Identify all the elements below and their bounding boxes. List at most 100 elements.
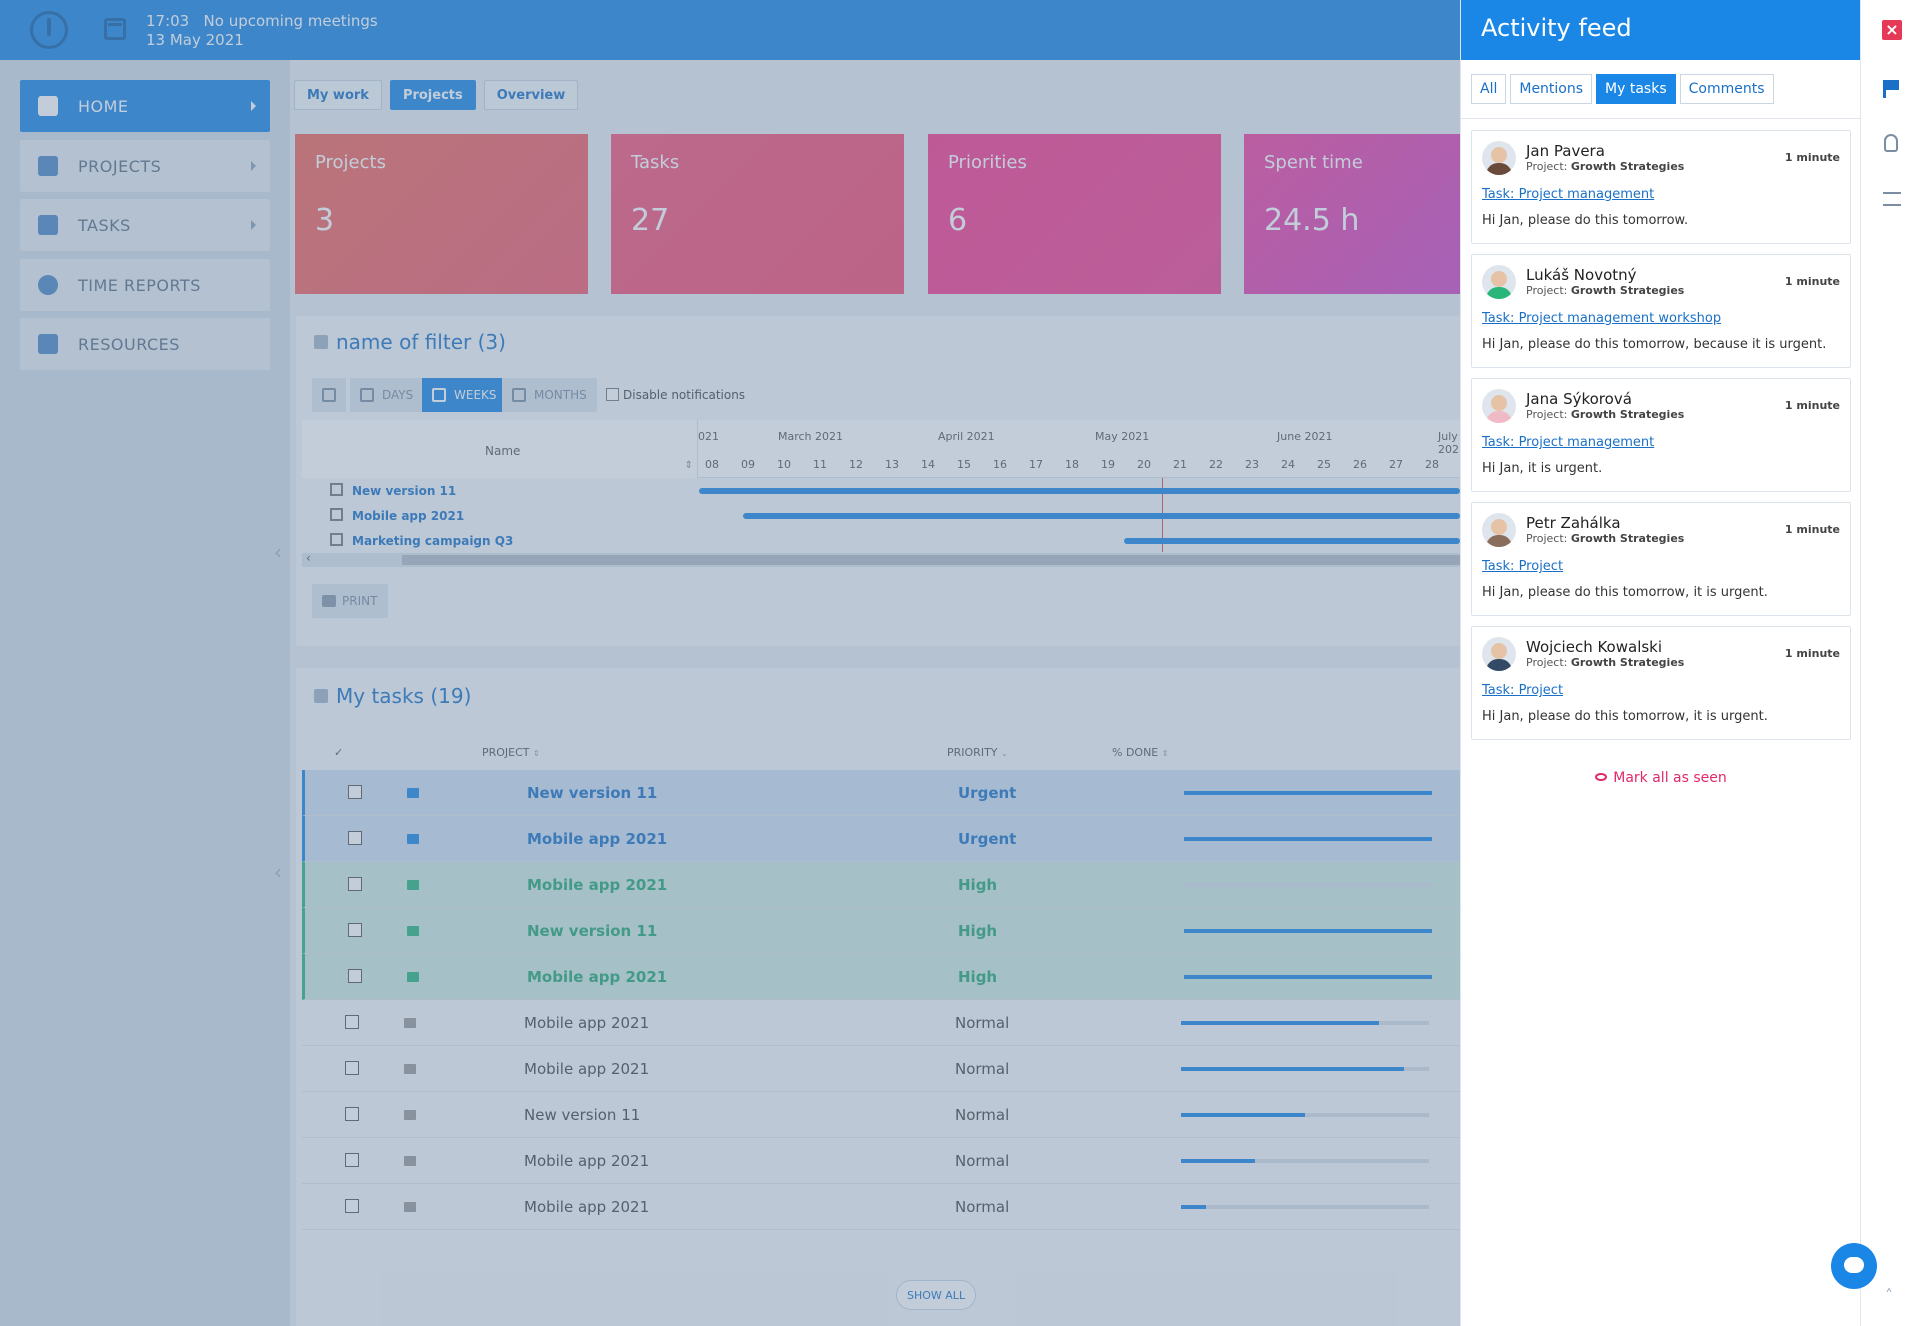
scrollbar-thumb[interactable] — [402, 555, 1460, 565]
disable-notifications[interactable]: Disable notifications — [606, 388, 745, 402]
card-tasks[interactable]: Tasks 27 — [611, 134, 904, 294]
task-row[interactable]: New version 11 Normal — [302, 1092, 1466, 1138]
project-header[interactable]: PROJECT ⇕ — [482, 746, 540, 759]
task-link[interactable]: Task: Project — [1482, 683, 1564, 698]
card-projects[interactable]: Projects 3 — [295, 134, 588, 294]
task-row[interactable]: New version 11 Urgent — [302, 770, 1466, 816]
sidebar-item-time-reports[interactable]: TIME REPORTS — [20, 259, 270, 311]
feed-item[interactable]: Petr Zahálka Project: Growth Strategies 1 … — [1471, 502, 1851, 616]
row-checkbox[interactable] — [348, 923, 362, 937]
row-checkbox[interactable] — [348, 969, 362, 983]
checklist-icon[interactable] — [1883, 192, 1901, 206]
task-link[interactable]: Task: Project — [1482, 559, 1564, 574]
sort-icon[interactable]: ⇕ — [684, 460, 693, 471]
row-checkbox[interactable] — [345, 1015, 359, 1029]
task-project[interactable]: New version 11 — [527, 922, 658, 940]
disable-notifications-checkbox[interactable] — [606, 388, 619, 401]
feed-item[interactable]: Jana Sýkorová Project: Growth Strategies 1… — [1471, 378, 1851, 492]
collapse-left-icon[interactable]: ‹ — [274, 540, 282, 564]
feed-tab-my-tasks[interactable]: My tasks — [1596, 74, 1676, 104]
tab-projects[interactable]: Projects — [389, 80, 476, 110]
sidebar-item-tasks[interactable]: TASKS — [20, 199, 270, 251]
feed-item[interactable]: Jan Pavera Project: Growth Strategies 1 mi… — [1471, 130, 1851, 244]
gantt-scrollbar[interactable]: ‹ — [302, 551, 1460, 567]
months-button[interactable]: MONTHS — [502, 378, 597, 412]
task-link[interactable]: Task: Project management — [1482, 187, 1655, 202]
gantt-row-label[interactable]: Mobile app 2021 — [352, 509, 465, 523]
feed-item[interactable]: Lukáš Novotný Project: Growth Strategies 1… — [1471, 254, 1851, 368]
feed-tab-all[interactable]: All — [1471, 74, 1507, 104]
gantt-row[interactable]: New version 11 — [302, 478, 1460, 503]
task-project[interactable]: Mobile app 2021 — [527, 830, 668, 848]
row-checkbox[interactable] — [348, 831, 362, 845]
avatar[interactable] — [1482, 513, 1516, 547]
gantt-bar[interactable] — [743, 513, 1460, 519]
task-row[interactable]: New version 11 High — [302, 908, 1466, 954]
feed-tab-mentions[interactable]: Mentions — [1510, 74, 1593, 104]
card-spent-time[interactable]: Spent time 24.5 h — [1244, 134, 1460, 294]
scroll-left-icon[interactable]: ‹ — [306, 551, 311, 565]
modal-overlay[interactable] — [0, 0, 1460, 1326]
project-name: Growth Strategies — [1570, 532, 1685, 545]
meeting-info[interactable]: 17:03 No upcoming meetings 13 May 2021 — [146, 12, 378, 50]
row-checkbox[interactable] — [345, 1061, 359, 1075]
feed-item[interactable]: Wojciech Kowalski Project: Growth Strateg… — [1471, 626, 1851, 740]
row-checkbox[interactable] — [345, 1153, 359, 1167]
gantt-row-label[interactable]: Marketing campaign Q3 — [352, 534, 514, 548]
feed-tab-comments[interactable]: Comments — [1679, 74, 1774, 104]
task-row[interactable]: Mobile app 2021 High — [302, 954, 1466, 1000]
task-link[interactable]: Task: Project management workshop — [1482, 311, 1722, 326]
task-project[interactable]: Mobile app 2021 — [524, 1198, 650, 1216]
row-checkbox[interactable] — [348, 877, 362, 891]
task-row[interactable]: Mobile app 2021 Normal — [302, 1046, 1466, 1092]
mark-all-seen-button[interactable]: Mark all as seen — [1461, 770, 1861, 786]
weeks-button[interactable]: WEEKS — [422, 378, 507, 412]
row-checkbox[interactable] — [345, 1199, 359, 1213]
done-header[interactable]: % DONE ⇕ — [1112, 746, 1168, 759]
gantt-row[interactable]: Mobile app 2021 — [302, 503, 1460, 528]
avatar[interactable] — [1482, 265, 1516, 299]
days-button[interactable]: DAYS — [350, 378, 424, 412]
task-project[interactable]: Mobile app 2021 — [524, 1014, 650, 1032]
close-icon[interactable]: × — [1882, 20, 1902, 40]
flag-icon[interactable] — [1883, 80, 1899, 98]
priority-header[interactable]: PRIORITY ⌄ — [947, 746, 1008, 759]
task-row[interactable]: Mobile app 2021 Normal — [302, 1184, 1466, 1230]
task-link[interactable]: Task: Project management — [1482, 435, 1655, 450]
avatar[interactable] — [1482, 389, 1516, 423]
avatar[interactable] — [1482, 141, 1516, 175]
sidebar-item-home[interactable]: HOME — [20, 80, 270, 132]
gantt-row-label[interactable]: New version 11 — [352, 484, 457, 498]
today-button[interactable] — [312, 378, 346, 412]
task-project[interactable]: New version 11 — [527, 784, 658, 802]
card-priorities[interactable]: Priorities 6 — [928, 134, 1221, 294]
row-checkbox[interactable] — [348, 785, 362, 799]
task-row[interactable]: Mobile app 2021 Urgent — [302, 816, 1466, 862]
print-button[interactable]: PRINT — [312, 584, 388, 618]
calendar-icon[interactable] — [104, 18, 126, 40]
row-checkbox[interactable] — [345, 1107, 359, 1121]
sidebar-item-projects[interactable]: PROJECTS — [20, 140, 270, 192]
lightbulb-icon[interactable] — [1884, 134, 1898, 152]
check-header[interactable]: ✓ — [334, 746, 344, 759]
task-project[interactable]: Mobile app 2021 — [524, 1152, 650, 1170]
chevron-up-icon[interactable]: ˄ — [1885, 1286, 1893, 1305]
task-project[interactable]: New version 11 — [524, 1106, 641, 1124]
collapse-left-icon[interactable]: ‹ — [274, 860, 282, 884]
task-project[interactable]: Mobile app 2021 — [524, 1060, 650, 1078]
logo-icon[interactable] — [30, 11, 68, 49]
chat-icon[interactable] — [1831, 1243, 1877, 1289]
tab-my-work[interactable]: My work — [294, 80, 382, 110]
task-project[interactable]: Mobile app 2021 — [527, 968, 668, 986]
gantt-row[interactable]: Marketing campaign Q3 — [302, 528, 1460, 553]
tab-overview[interactable]: Overview — [483, 80, 579, 110]
gantt-bar[interactable] — [699, 488, 1460, 494]
avatar[interactable] — [1482, 637, 1516, 671]
task-row[interactable]: Mobile app 2021 Normal — [302, 1138, 1466, 1184]
show-all-button[interactable]: SHOW ALL — [896, 1280, 977, 1310]
task-project[interactable]: Mobile app 2021 — [527, 876, 668, 894]
task-row[interactable]: Mobile app 2021 Normal — [302, 1000, 1466, 1046]
task-row[interactable]: Mobile app 2021 High — [302, 862, 1466, 908]
sidebar-item-resources[interactable]: RESOURCES — [20, 318, 270, 370]
gantt-bar[interactable] — [1124, 538, 1460, 544]
